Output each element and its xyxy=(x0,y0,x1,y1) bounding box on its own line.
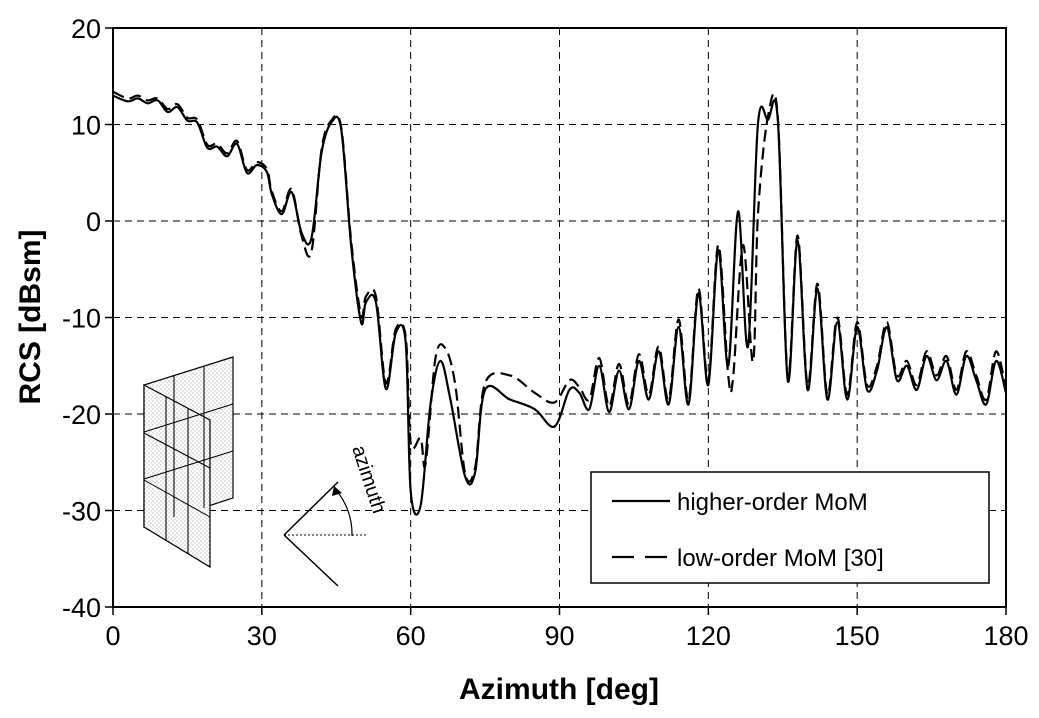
legend-label-higher-order: higher-order MoM xyxy=(677,489,868,516)
series-lines xyxy=(112,90,1008,516)
y-tick-label: 20 xyxy=(71,14,101,44)
y-tick-label: -10 xyxy=(62,304,101,334)
x-tick-label: 0 xyxy=(105,621,120,651)
x-tick-label: 150 xyxy=(835,621,880,651)
legend-label-low-order: low-order MoM [30] xyxy=(677,545,884,572)
x-tick-label: 90 xyxy=(544,621,574,651)
y-tick-label: 0 xyxy=(86,207,101,237)
azimuth-diagram: azimuth xyxy=(283,443,390,587)
x-axis-label: Azimuth [deg] xyxy=(459,673,659,706)
y-axis-label: RCS [dBsm] xyxy=(14,229,47,404)
azimuth-arc xyxy=(335,489,353,537)
azimuth-label: azimuth xyxy=(347,443,390,516)
x-tick-label: 180 xyxy=(983,621,1028,651)
x-tick-label: 60 xyxy=(396,621,426,651)
x-tick-label: 120 xyxy=(686,621,731,651)
grid-lines xyxy=(113,28,1006,607)
axis-ticks xyxy=(105,27,1007,615)
series-low-order-mom-line xyxy=(112,90,1008,483)
x-tick-label: 30 xyxy=(247,621,277,651)
plot-frame xyxy=(112,27,1007,608)
y-tick-label: 10 xyxy=(71,111,101,141)
y-tick-label: -40 xyxy=(62,593,101,623)
legend-box xyxy=(590,471,990,584)
y-tick-label: -20 xyxy=(62,400,101,430)
azimuth-arrow-icon xyxy=(332,486,342,496)
legend: higher-order MoM low-order MoM [30] xyxy=(590,471,990,584)
y-tick-label: -30 xyxy=(62,497,101,527)
tick-labels: 0 30 60 90 120 150 180 -40 -30 -20 -10 0 10 20 xyxy=(62,14,1029,651)
building-illustration xyxy=(143,356,234,569)
